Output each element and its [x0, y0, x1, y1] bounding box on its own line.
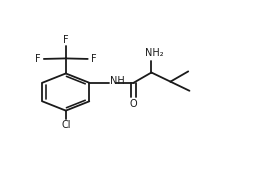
Text: NH: NH	[110, 76, 125, 86]
Text: F: F	[91, 54, 96, 64]
Text: O: O	[129, 99, 137, 109]
Text: F: F	[63, 35, 69, 45]
Text: Cl: Cl	[61, 120, 70, 130]
Text: F: F	[35, 54, 41, 64]
Text: NH₂: NH₂	[145, 48, 164, 58]
